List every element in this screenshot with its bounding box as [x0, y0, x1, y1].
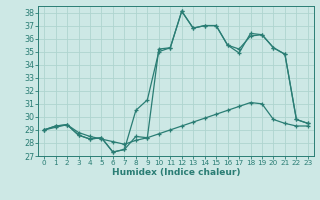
X-axis label: Humidex (Indice chaleur): Humidex (Indice chaleur) — [112, 168, 240, 177]
